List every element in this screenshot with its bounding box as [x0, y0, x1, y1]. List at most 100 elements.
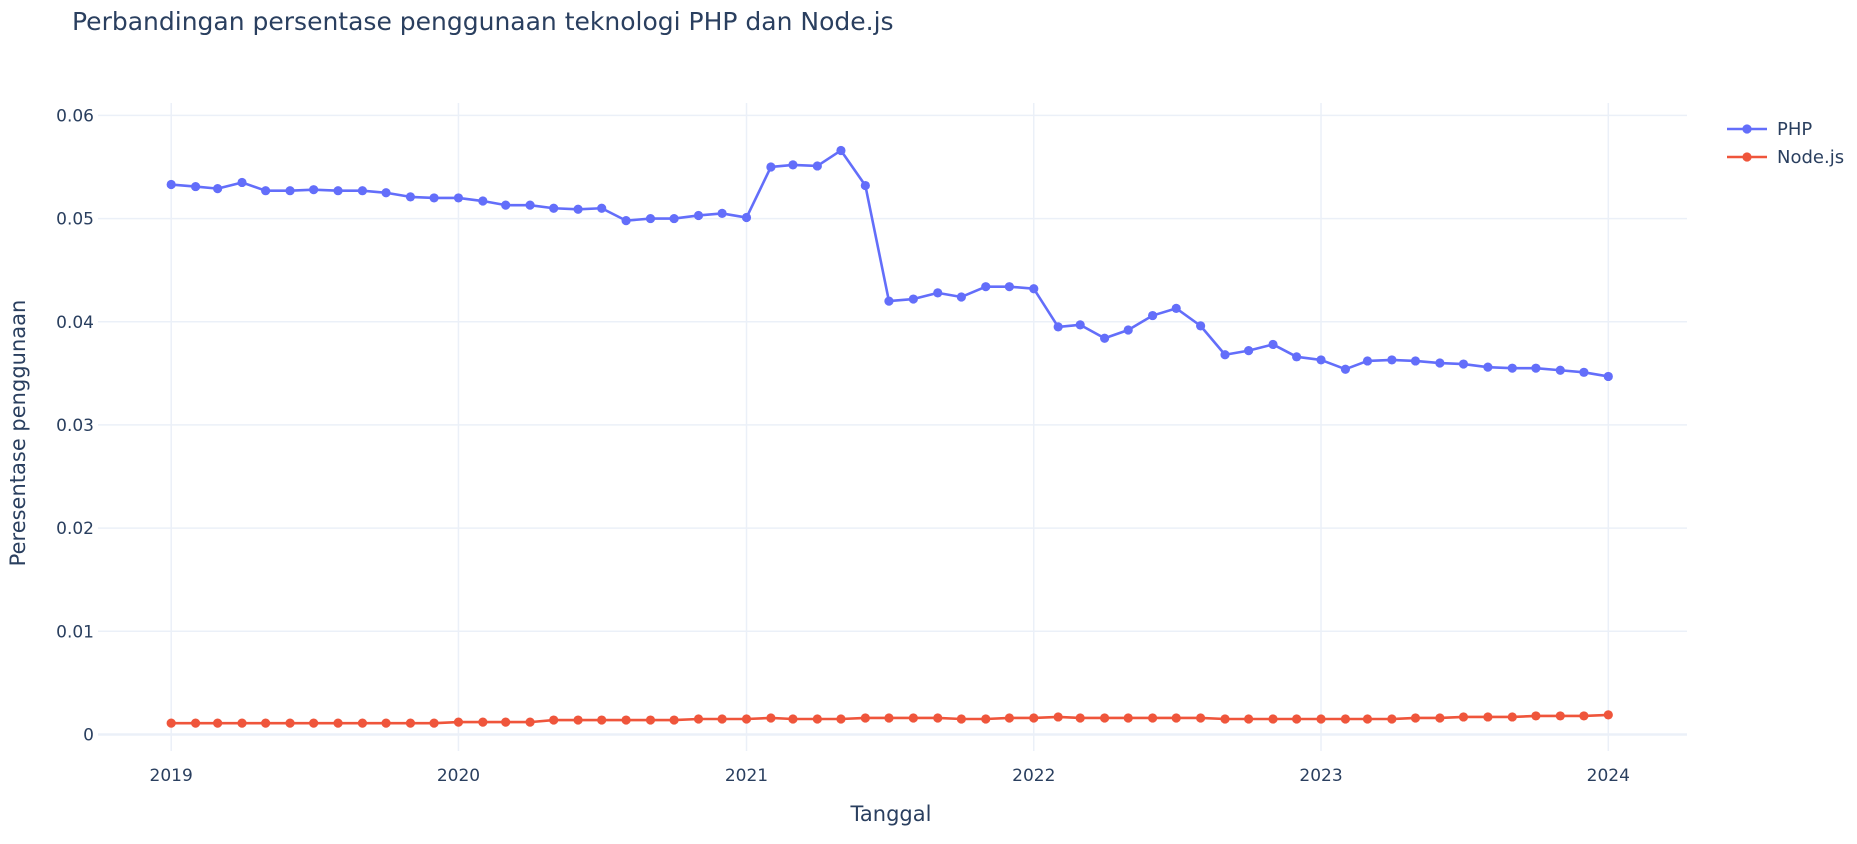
data-point-node-js[interactable]: [309, 718, 319, 728]
data-point-php[interactable]: [549, 203, 559, 213]
data-point-node-js[interactable]: [213, 718, 223, 728]
data-point-php[interactable]: [981, 282, 991, 292]
data-point-php[interactable]: [405, 192, 416, 202]
data-point-php[interactable]: [956, 292, 966, 302]
data-point-php[interactable]: [1075, 320, 1085, 330]
data-point-node-js[interactable]: [860, 713, 870, 723]
data-point-node-js[interactable]: [1579, 711, 1589, 721]
data-point-php[interactable]: [1507, 363, 1517, 373]
data-point-node-js[interactable]: [405, 718, 416, 728]
data-point-php[interactable]: [309, 185, 319, 195]
data-point-node-js[interactable]: [1029, 713, 1039, 723]
data-point-node-js[interactable]: [429, 718, 439, 728]
data-point-node-js[interactable]: [1148, 713, 1158, 723]
data-point-node-js[interactable]: [285, 718, 295, 728]
data-point-node-js[interactable]: [333, 718, 343, 728]
data-point-node-js[interactable]: [1340, 714, 1351, 724]
legend-item-node-js[interactable]: Node.js: [1727, 147, 1844, 168]
data-point-node-js[interactable]: [981, 714, 991, 724]
data-point-php[interactable]: [1029, 284, 1039, 294]
data-point-php[interactable]: [1004, 282, 1014, 292]
data-point-php[interactable]: [1458, 359, 1469, 369]
data-point-php[interactable]: [908, 294, 918, 304]
data-point-node-js[interactable]: [237, 718, 247, 728]
data-point-node-js[interactable]: [956, 714, 966, 724]
data-point-php[interactable]: [812, 161, 822, 171]
data-point-php[interactable]: [693, 210, 704, 221]
data-point-php[interactable]: [1220, 350, 1230, 360]
data-point-node-js[interactable]: [1507, 712, 1517, 722]
data-point-node-js[interactable]: [597, 715, 607, 725]
data-point-node-js[interactable]: [1531, 711, 1541, 721]
data-point-php[interactable]: [261, 186, 271, 196]
data-point-node-js[interactable]: [190, 718, 201, 728]
data-point-node-js[interactable]: [766, 713, 776, 723]
data-point-php[interactable]: [669, 213, 679, 224]
data-point-node-js[interactable]: [1483, 712, 1493, 722]
data-point-php[interactable]: [381, 188, 391, 198]
data-point-node-js[interactable]: [166, 718, 176, 728]
data-point-node-js[interactable]: [573, 715, 583, 725]
data-point-node-js[interactable]: [1244, 714, 1254, 724]
data-point-node-js[interactable]: [1458, 712, 1469, 722]
data-point-node-js[interactable]: [1316, 714, 1326, 724]
data-point-php[interactable]: [860, 180, 870, 191]
data-point-node-js[interactable]: [1268, 714, 1278, 724]
data-point-node-js[interactable]: [1387, 714, 1397, 724]
data-point-node-js[interactable]: [788, 714, 798, 724]
data-point-node-js[interactable]: [1196, 713, 1206, 723]
data-point-node-js[interactable]: [1292, 714, 1302, 724]
data-point-node-js[interactable]: [812, 714, 822, 724]
data-point-php[interactable]: [717, 208, 727, 219]
data-point-node-js[interactable]: [1123, 713, 1133, 723]
data-point-php[interactable]: [478, 196, 488, 206]
data-point-php[interactable]: [357, 186, 368, 196]
data-point-node-js[interactable]: [621, 715, 631, 725]
data-point-php[interactable]: [645, 213, 656, 224]
data-point-node-js[interactable]: [933, 713, 943, 723]
data-point-node-js[interactable]: [1603, 710, 1613, 720]
data-point-php[interactable]: [285, 186, 295, 196]
data-point-node-js[interactable]: [1004, 713, 1014, 723]
data-point-php[interactable]: [333, 186, 343, 196]
data-point-node-js[interactable]: [1435, 713, 1445, 723]
data-point-node-js[interactable]: [1053, 712, 1063, 722]
data-point-node-js[interactable]: [1100, 713, 1110, 723]
data-point-node-js[interactable]: [669, 715, 679, 725]
data-point-php[interactable]: [1579, 367, 1589, 377]
data-point-node-js[interactable]: [645, 715, 656, 725]
data-point-php[interactable]: [1483, 362, 1493, 372]
data-point-php[interactable]: [1292, 352, 1302, 362]
data-point-php[interactable]: [1410, 356, 1421, 366]
data-point-node-js[interactable]: [884, 713, 894, 723]
data-point-node-js[interactable]: [717, 714, 727, 724]
data-point-php[interactable]: [213, 184, 223, 194]
data-point-php[interactable]: [1603, 371, 1613, 382]
data-point-php[interactable]: [1100, 333, 1110, 343]
data-point-node-js[interactable]: [1362, 714, 1373, 724]
data-point-node-js[interactable]: [261, 718, 271, 728]
data-point-php[interactable]: [190, 181, 201, 192]
data-point-php[interactable]: [1531, 363, 1541, 373]
data-point-node-js[interactable]: [741, 714, 752, 724]
data-point-php[interactable]: [741, 212, 752, 223]
data-point-php[interactable]: [1171, 303, 1181, 313]
data-point-php[interactable]: [621, 216, 631, 226]
data-point-php[interactable]: [597, 203, 607, 213]
data-point-php[interactable]: [1362, 356, 1373, 366]
data-point-php[interactable]: [836, 145, 846, 156]
data-point-php[interactable]: [1435, 358, 1445, 368]
data-point-node-js[interactable]: [549, 715, 559, 725]
data-point-php[interactable]: [166, 179, 176, 190]
data-point-php[interactable]: [237, 177, 247, 188]
data-point-php[interactable]: [933, 288, 943, 298]
data-point-php[interactable]: [1268, 339, 1278, 350]
data-point-node-js[interactable]: [381, 718, 391, 728]
data-point-php[interactable]: [884, 296, 894, 306]
data-point-node-js[interactable]: [478, 717, 488, 727]
data-point-php[interactable]: [453, 193, 464, 203]
data-point-php[interactable]: [1053, 322, 1063, 332]
data-point-php[interactable]: [1244, 346, 1254, 356]
data-point-node-js[interactable]: [357, 718, 368, 728]
data-point-node-js[interactable]: [1075, 713, 1085, 723]
